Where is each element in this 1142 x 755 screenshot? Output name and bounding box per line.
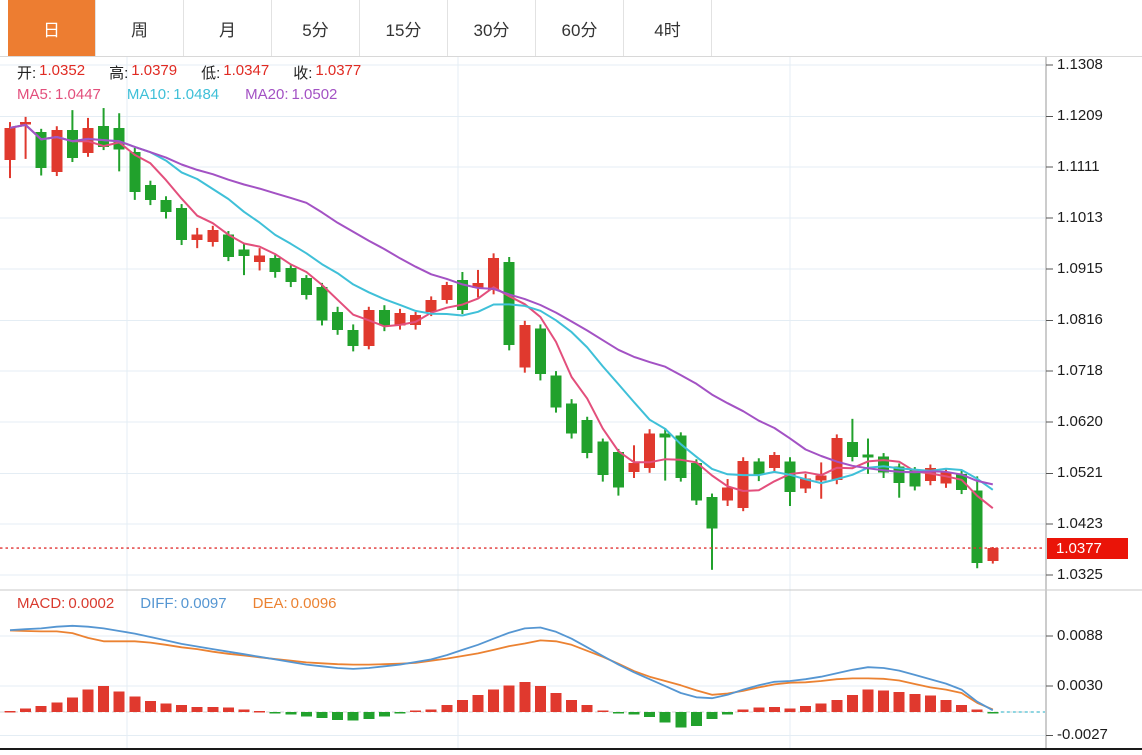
price-tick-0: 1.1308 <box>1057 56 1103 73</box>
macd-tick-2: -0.0027 <box>1057 726 1108 744</box>
dea-line <box>9 629 994 711</box>
legend-ma-value-0: 1.0447 <box>55 86 101 103</box>
ohlc-legend: 开: 1.0352 高: 1.0379 低: 1.0347 收: 1.0377 <box>17 62 361 83</box>
ma20-line <box>9 123 994 486</box>
price-tick-3: 1.1013 <box>1057 209 1103 227</box>
legend-macd-value-2: 0.0096 <box>290 595 337 612</box>
legend-macd-item-1: DIFF: 0.0097 <box>140 595 226 612</box>
tab-timeframe-4[interactable]: 15分 <box>360 0 448 56</box>
legend-ohlc-item-3: 收: 1.0377 <box>293 62 361 83</box>
legend-ohlc-item-1: 高: 1.0379 <box>109 62 177 83</box>
tab-timeframe-6[interactable]: 60分 <box>536 0 624 56</box>
tab-timeframe-1[interactable]: 周 <box>96 0 184 56</box>
tab-timeframe-0[interactable]: 日 <box>8 0 96 56</box>
tab-timeframe-5[interactable]: 30分 <box>448 0 536 56</box>
macd-panel <box>4 624 1045 728</box>
axis-marks <box>0 57 1142 750</box>
legend-ohlc-item-2: 低: 1.0347 <box>201 62 269 83</box>
ma10-line <box>9 123 994 491</box>
legend-macd-value-1: 0.0097 <box>180 595 227 612</box>
legend-ma-value-1: 1.0484 <box>173 86 220 103</box>
legend-macd-value-0: 0.0002 <box>68 595 115 612</box>
tab-timeframe-3[interactable]: 5分 <box>272 0 360 56</box>
current-price-badge: 1.0377 <box>1047 537 1128 559</box>
legend-ma-item-2: MA20: 1.0502 <box>245 86 337 103</box>
legend-ohlc-value-2: 1.0347 <box>223 62 270 79</box>
price-tick-5: 1.0816 <box>1057 311 1103 329</box>
price-tick-9: 1.0423 <box>1057 515 1103 533</box>
tab-timeframe-7[interactable]: 4时 <box>624 0 712 56</box>
price-tick-1: 1.1209 <box>1057 107 1103 125</box>
legend-macd-label-0: MACD: <box>17 595 66 612</box>
legend-ma-value-2: 1.0502 <box>291 86 338 103</box>
legend-ohlc-label-2: 低: <box>201 65 221 82</box>
legend-ma-label-2: MA20: <box>245 86 289 103</box>
price-tick-4: 1.0915 <box>1057 259 1103 277</box>
price-tick-7: 1.0620 <box>1057 412 1103 430</box>
ma5-line <box>9 123 994 509</box>
legend-macd-item-0: MACD: 0.0002 <box>17 595 114 612</box>
price-tick-10: 1.0325 <box>1057 566 1103 583</box>
price-tick-2: 1.1111 <box>1057 158 1100 176</box>
legend-ohlc-label-1: 高: <box>109 65 129 82</box>
diff-line <box>9 624 994 712</box>
legend-ma-label-0: MA5: <box>17 86 53 103</box>
legend-ohlc-value-1: 1.0379 <box>131 62 178 79</box>
macd-tick-0: 0.0088 <box>1057 627 1103 645</box>
bottom-strip <box>0 750 1142 755</box>
legend-macd-item-2: DEA: 0.0096 <box>253 595 337 612</box>
tab-timeframe-2[interactable]: 月 <box>184 0 272 56</box>
price-tick-8: 1.0521 <box>1057 464 1103 482</box>
legend-ma-item-1: MA10: 1.0484 <box>127 86 219 103</box>
legend-ma-label-1: MA10: <box>126 86 171 103</box>
macd-legend: MACD: 0.0002 DIFF: 0.0097 DEA: 0.0096 <box>17 595 337 612</box>
legend-ohlc-label-0: 开: <box>17 65 37 82</box>
gridlines <box>0 57 1045 749</box>
legend-ohlc-label-3: 收: <box>293 65 313 82</box>
legend-ohlc-value-3: 1.0377 <box>315 62 362 79</box>
macd-tick-1: 0.0030 <box>1057 677 1103 695</box>
candlestick-panel <box>0 108 1045 570</box>
legend-macd-label-2: DEA: <box>252 595 288 612</box>
legend-ohlc-item-0: 开: 1.0352 <box>17 62 85 83</box>
legend-ma-item-0: MA5: 1.0447 <box>17 86 101 103</box>
ma-legend: MA5: 1.0447 MA10: 1.0484 MA20: 1.0502 <box>17 86 337 103</box>
price-tick-6: 1.0718 <box>1057 362 1103 380</box>
legend-ohlc-value-0: 1.0352 <box>39 62 86 79</box>
legend-macd-label-1: DIFF: <box>140 595 178 612</box>
timeframe-tabbar: 日周月 5分 15分 30分 60分 4时 <box>0 0 1142 57</box>
